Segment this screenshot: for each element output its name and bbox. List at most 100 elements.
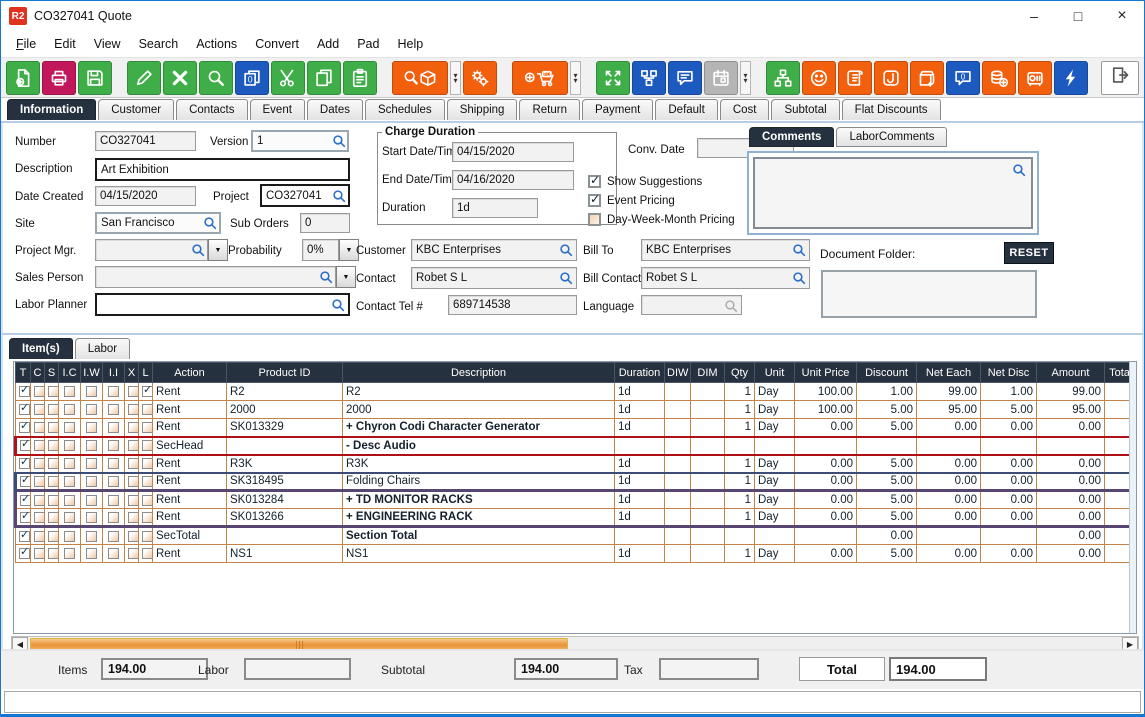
item-cell[interactable]: 1 <box>724 544 755 563</box>
row-checkbox-cell[interactable] <box>124 454 139 473</box>
row-checkbox-cell[interactable] <box>102 544 125 563</box>
item-cell[interactable]: 2000 <box>342 400 615 419</box>
gears-button[interactable] <box>463 60 497 95</box>
row-checkbox[interactable] <box>19 528 30 542</box>
row-checkbox-cell[interactable] <box>44 435 59 456</box>
item-cell[interactable]: 0.00 <box>980 544 1037 563</box>
item-cell[interactable]: 1d <box>614 382 665 401</box>
sales-person-search-icon[interactable] <box>319 270 333 284</box>
row-checkbox[interactable] <box>64 511 75 523</box>
row-checkbox-cell[interactable] <box>102 418 125 437</box>
row-checkbox-cell[interactable] <box>124 418 139 437</box>
item-cell[interactable]: 0.00 <box>1036 508 1105 528</box>
duration-field[interactable] <box>452 198 538 218</box>
expand-button[interactable] <box>596 60 630 95</box>
row-checkbox[interactable] <box>64 475 75 487</box>
item-cell[interactable] <box>690 382 725 401</box>
item-cell[interactable] <box>724 435 755 456</box>
row-checkbox-cell[interactable] <box>44 489 59 509</box>
item-cell[interactable]: Day <box>754 418 795 437</box>
row-checkbox[interactable] <box>142 404 152 415</box>
item-cell[interactable]: 0.00 <box>916 418 981 437</box>
item-cell[interactable]: 1d <box>614 471 665 492</box>
row-checkbox[interactable] <box>108 548 119 559</box>
row-checkbox[interactable] <box>128 421 138 433</box>
row-checkbox[interactable] <box>48 511 58 523</box>
item-cell[interactable] <box>690 489 725 509</box>
close-button[interactable]: × <box>1117 7 1127 24</box>
bill-contact-search-icon[interactable] <box>792 271 806 285</box>
tab-information[interactable]: Information <box>7 99 97 120</box>
row-checkbox[interactable] <box>19 402 30 415</box>
row-checkbox[interactable] <box>34 494 44 506</box>
bill-to-search-icon[interactable] <box>792 243 806 257</box>
row-checkbox-cell[interactable] <box>30 418 45 437</box>
item-cell[interactable]: 0.00 <box>980 489 1037 509</box>
row-checkbox-cell[interactable] <box>44 508 59 528</box>
tab-payment[interactable]: Payment <box>581 99 654 120</box>
item-cell[interactable]: 0.00 <box>1036 471 1105 492</box>
item-cell[interactable] <box>1036 435 1105 456</box>
row-checkbox[interactable] <box>128 458 138 469</box>
row-checkbox[interactable] <box>20 439 30 451</box>
tab-item-s-[interactable]: Item(s) <box>9 338 73 359</box>
item-cell[interactable]: NS1 <box>226 544 343 563</box>
row-checkbox[interactable] <box>34 440 44 451</box>
item-cell[interactable]: 1 <box>724 489 755 509</box>
row-checkbox[interactable] <box>142 475 152 487</box>
tab-subtotal[interactable]: Subtotal <box>771 99 840 120</box>
row-checkbox-cell[interactable] <box>30 489 45 509</box>
item-cell[interactable] <box>664 471 691 492</box>
row-checkbox[interactable] <box>48 475 58 487</box>
copy-button[interactable] <box>307 60 341 95</box>
item-cell[interactable]: 5.00 <box>856 489 917 509</box>
item-cell[interactable]: 1d <box>614 544 665 563</box>
item-cell[interactable]: 99.00 <box>1036 382 1105 401</box>
row-checkbox[interactable] <box>108 386 119 397</box>
row-checkbox[interactable] <box>20 510 30 523</box>
item-cell[interactable]: Rent <box>152 418 227 437</box>
tab-return[interactable]: Return <box>519 99 580 120</box>
description-field[interactable] <box>95 158 350 181</box>
item-cell[interactable]: 100.00 <box>794 382 857 401</box>
item-cell[interactable]: + TD MONITOR RACKS <box>342 489 615 509</box>
item-cell[interactable] <box>664 454 691 473</box>
item-cell[interactable]: 95.00 <box>1036 400 1105 419</box>
row-checkbox-cell[interactable] <box>102 489 125 509</box>
item-cell[interactable]: 5.00 <box>856 508 917 528</box>
item-cell[interactable] <box>690 526 725 545</box>
item-cell[interactable]: Day <box>754 508 795 528</box>
row-checkbox-cell[interactable] <box>15 526 31 545</box>
row-checkbox-cell[interactable] <box>124 544 139 563</box>
day-week-month-pricing-checkbox-box[interactable] <box>588 213 601 226</box>
project-mgr-dropdown[interactable]: ▼ <box>208 239 228 261</box>
row-checkbox-cell[interactable] <box>102 508 125 528</box>
calendar-dropdown[interactable]: ▾ ▾ <box>740 60 751 95</box>
tab-contacts[interactable]: Contacts <box>176 99 248 120</box>
item-cell[interactable]: R3K <box>342 454 615 473</box>
version-field[interactable] <box>251 130 349 152</box>
item-cell[interactable]: 1.00 <box>856 382 917 401</box>
item-cell[interactable] <box>916 435 981 456</box>
row-checkbox[interactable] <box>48 458 58 469</box>
row-checkbox[interactable] <box>34 404 44 415</box>
bill-to-field[interactable] <box>641 239 810 261</box>
box-return-button[interactable] <box>910 60 944 95</box>
row-checkbox-cell[interactable] <box>80 471 103 492</box>
row-checkbox-cell[interactable] <box>44 400 59 419</box>
exit-button[interactable] <box>1101 60 1139 95</box>
item-cell[interactable] <box>1104 526 1135 545</box>
item-cell[interactable]: + Chyron Codi Character Generator <box>342 418 615 437</box>
row-checkbox[interactable] <box>20 475 30 487</box>
item-cell[interactable]: 1 <box>724 454 755 473</box>
row-checkbox-cell[interactable] <box>15 382 31 401</box>
row-checkbox[interactable] <box>108 494 119 506</box>
item-cell[interactable]: SecTotal <box>152 526 227 545</box>
delete-button[interactable] <box>163 60 197 95</box>
item-cell[interactable]: 5.00 <box>856 400 917 419</box>
add-po-cart-button[interactable]: PO <box>512 60 568 95</box>
row-checkbox-cell[interactable] <box>30 400 45 419</box>
row-checkbox[interactable] <box>64 440 75 451</box>
item-cell[interactable]: 1d <box>614 489 665 509</box>
row-checkbox-cell[interactable] <box>58 508 81 528</box>
